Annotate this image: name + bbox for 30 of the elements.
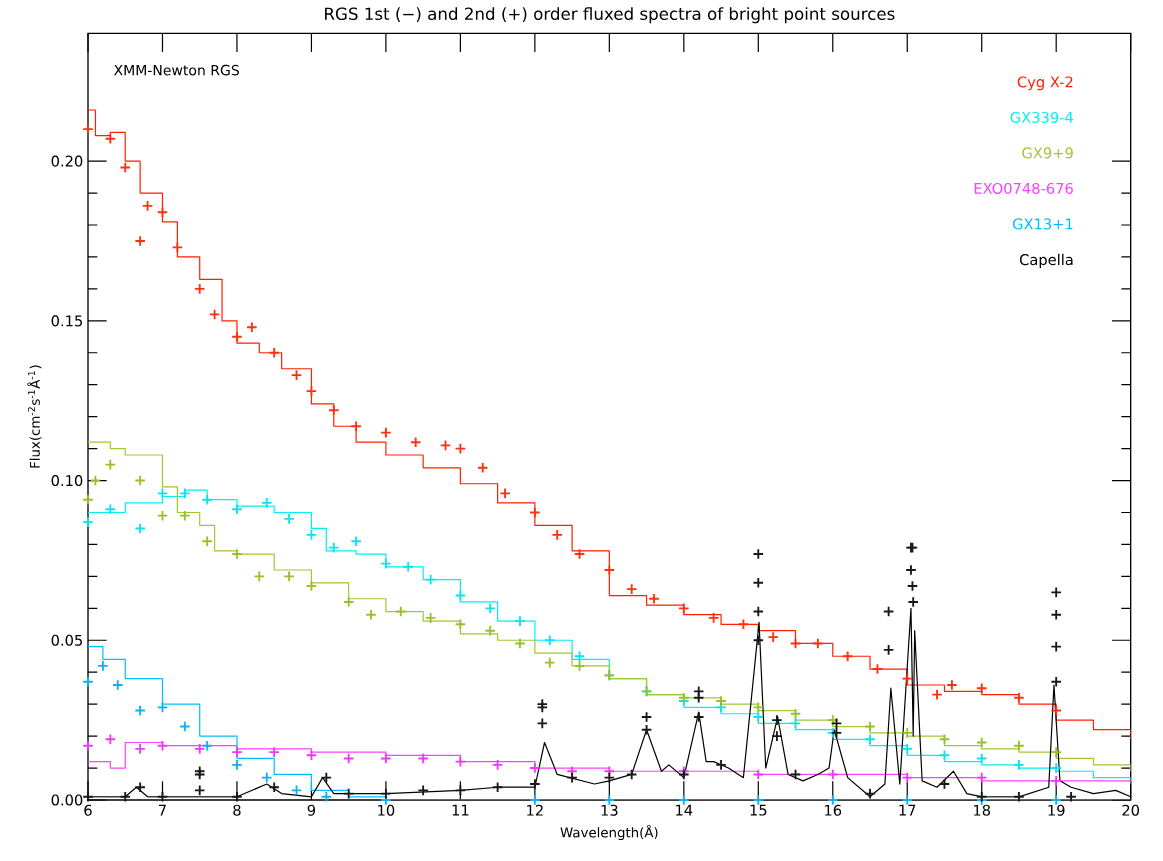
x-tick-label: 11 xyxy=(452,804,469,816)
x-tick-label: 20 xyxy=(1122,804,1140,816)
x-tick-label: 14 xyxy=(676,804,693,816)
x-tick-label: 10 xyxy=(378,804,395,816)
text: GX13+1 xyxy=(1012,218,1073,230)
text: EXO0748-676 xyxy=(974,182,1073,194)
x-axis-title: Wavelength(Å) xyxy=(560,824,658,841)
annotation: XMM-Newton RGS xyxy=(113,64,239,76)
y-tick-label: 0.05 xyxy=(51,634,83,646)
x-tick-label: 16 xyxy=(825,804,842,816)
text: GX339-4 xyxy=(1010,111,1073,123)
y-tick-label: 0.20 xyxy=(51,155,83,167)
x-tick-label: 15 xyxy=(750,804,767,816)
y-tick-label: 0.15 xyxy=(51,315,83,327)
y-axis-title: Flux(cm$^{-2}$s$^{-1}$Å$^{-1}$) xyxy=(27,365,42,468)
x-tick-label: 8 xyxy=(233,804,241,816)
x-tick-label: 9 xyxy=(307,804,316,816)
text: Cyg X-2 xyxy=(1017,76,1073,91)
x-tick-label: 17 xyxy=(899,804,916,816)
text: Capella xyxy=(1019,253,1073,269)
x-tick-label: 13 xyxy=(601,804,618,816)
text: GX9+9 xyxy=(1022,147,1073,159)
x-tick-label: 7 xyxy=(159,804,166,816)
x-tick-label: 6 xyxy=(84,804,92,816)
x-tick-label: 19 xyxy=(1048,804,1065,816)
y-tick-label: 0.10 xyxy=(51,475,83,487)
chart-title: RGS 1st (−) and 2nd (+) order fluxed spectra of bright point sources xyxy=(325,7,895,24)
y-tick-label: 0.00 xyxy=(51,794,83,806)
x-tick-label: 12 xyxy=(527,804,543,816)
x-tick-label: 18 xyxy=(974,804,991,816)
